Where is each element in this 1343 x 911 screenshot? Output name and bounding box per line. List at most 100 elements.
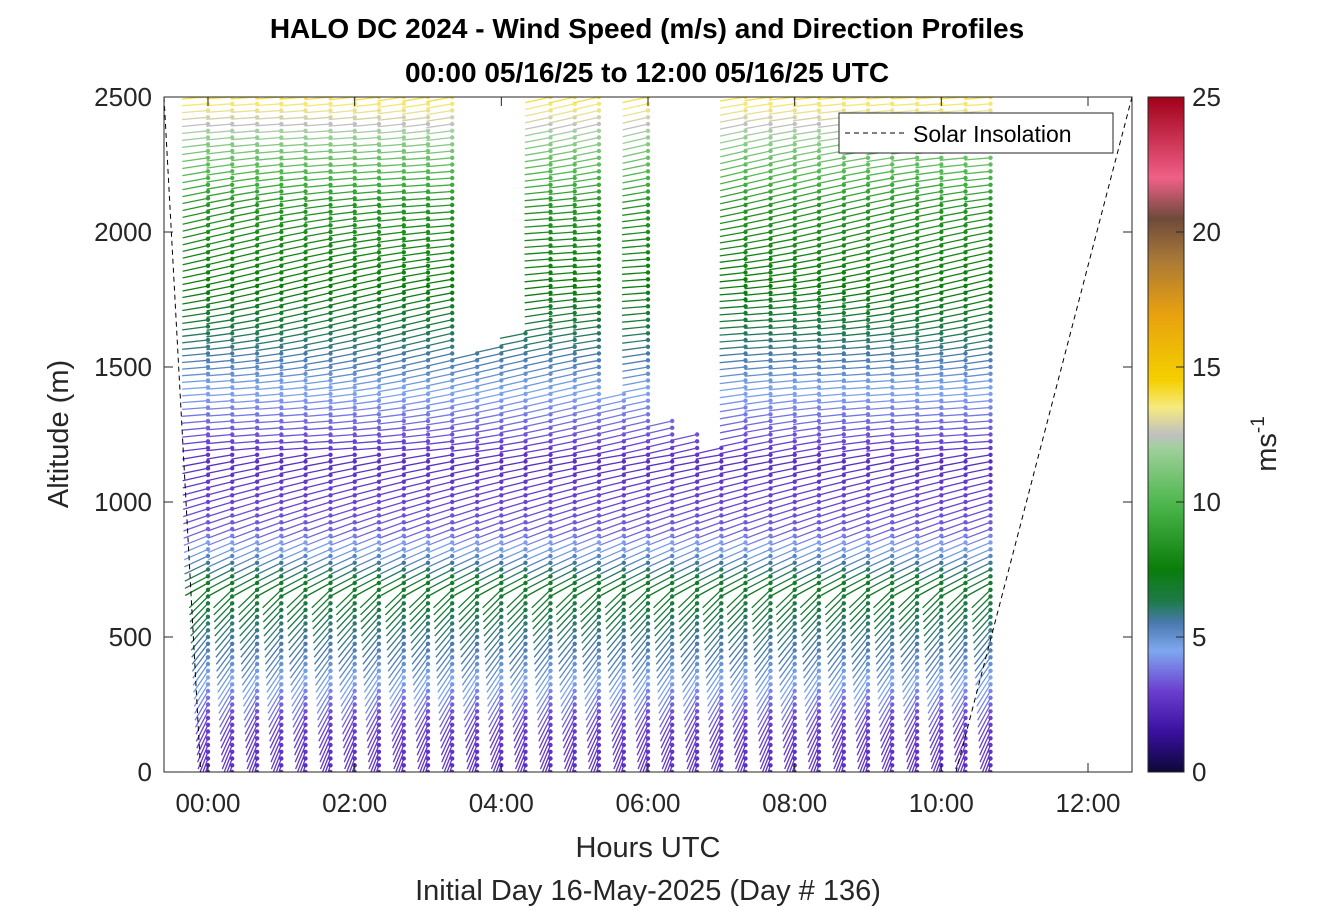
wind-arrow <box>673 575 698 589</box>
wind-arrow-head <box>596 540 602 545</box>
wind-arrow <box>802 650 820 672</box>
wind-arrow <box>622 204 649 210</box>
wind-arrow <box>255 433 282 438</box>
wind-arrow-head <box>792 695 797 700</box>
wind-arrow-head <box>523 594 528 599</box>
wind-arrow-head <box>865 560 871 565</box>
wind-arrow <box>340 690 356 714</box>
wind-arrow <box>807 724 820 749</box>
wind-arrow-head <box>425 533 431 538</box>
wind-arrow-head <box>328 682 333 687</box>
wind-arrow <box>744 244 771 251</box>
wind-arrow-head <box>792 553 797 559</box>
wind-arrow <box>353 379 380 386</box>
wind-arrow-head <box>376 290 382 295</box>
wind-arrow <box>426 190 453 194</box>
wind-arrow <box>524 109 551 117</box>
wind-arrow-head <box>303 655 308 660</box>
wind-arrow-head <box>865 614 871 619</box>
wind-arrow-head <box>645 682 651 687</box>
wind-arrow <box>378 494 404 503</box>
wind-arrow-head <box>743 574 748 579</box>
wind-arrow-head <box>205 175 211 181</box>
wind-arrow-head <box>548 277 553 282</box>
wind-arrow-head <box>328 668 333 673</box>
wind-arrow <box>427 541 453 554</box>
wind-arrow <box>352 150 379 154</box>
wind-arrow <box>279 406 306 411</box>
wind-arrow-head <box>205 601 211 606</box>
wind-arrow <box>707 697 722 721</box>
wind-arrow-head <box>841 607 846 613</box>
wind-arrow <box>573 508 600 518</box>
wind-arrow-head <box>694 695 700 700</box>
wind-arrow-head <box>548 344 553 349</box>
wind-arrow-head <box>328 182 333 187</box>
wind-arrow <box>206 481 233 489</box>
wind-arrow-head <box>279 607 284 613</box>
wind-arrow <box>768 312 795 316</box>
wind-arrow-head <box>376 567 382 572</box>
wind-arrow-head <box>205 310 211 316</box>
wind-arrow <box>795 568 820 582</box>
wind-arrow <box>362 643 380 665</box>
wind-arrow-head <box>841 634 846 640</box>
wind-arrow <box>355 562 380 575</box>
wind-arrow <box>549 501 575 511</box>
wind-arrow <box>622 116 649 124</box>
wind-arrow-head <box>328 594 333 599</box>
wind-arrow <box>507 616 526 637</box>
wind-arrow-head <box>450 439 455 444</box>
wind-arrow <box>705 663 722 686</box>
wind-arrow-head <box>816 466 822 471</box>
wind-arrow <box>536 683 552 707</box>
wind-arrow-head <box>328 223 333 228</box>
wind-arrow <box>403 535 429 546</box>
wind-arrow <box>721 541 746 554</box>
wind-arrow <box>335 596 356 616</box>
wind-arrow <box>573 332 599 338</box>
wind-arrow <box>623 528 649 539</box>
wind-arrow-head <box>376 763 382 768</box>
wind-arrow-head <box>523 452 528 457</box>
wind-arrow-head <box>425 628 431 633</box>
wind-arrow-head <box>743 601 748 606</box>
wind-arrow <box>702 589 722 609</box>
wind-arrow <box>759 744 772 770</box>
wind-arrow-head <box>743 412 748 417</box>
wind-arrow <box>635 710 649 735</box>
wind-arrow-head <box>376 547 382 552</box>
wind-arrow <box>624 562 649 575</box>
wind-arrow-head <box>376 769 382 772</box>
wind-arrow-head <box>694 466 700 471</box>
wind-arrow <box>844 562 869 575</box>
wind-arrow <box>818 278 844 285</box>
wind-arrow <box>378 514 405 525</box>
wind-arrow <box>524 231 551 235</box>
wind-arrow <box>386 629 405 651</box>
wind-arrow <box>426 271 453 278</box>
wind-arrow-head <box>743 142 748 147</box>
wind-arrow-head <box>572 547 577 552</box>
wind-arrow-head <box>254 209 260 214</box>
wind-arrow <box>364 677 380 700</box>
wind-arrow <box>339 663 356 686</box>
wind-arrow <box>817 352 844 357</box>
wind-arrow-head <box>230 628 235 633</box>
wind-arrow <box>745 521 771 532</box>
wind-arrow <box>659 710 673 735</box>
wind-arrow-head <box>792 263 797 268</box>
wind-arrow <box>255 224 282 232</box>
wind-arrow <box>304 406 331 411</box>
wind-arrow <box>548 224 575 228</box>
wind-arrow <box>719 305 746 309</box>
wind-arrow <box>314 650 332 672</box>
wind-arrow-head <box>645 709 651 714</box>
wind-arrow-head <box>425 560 431 565</box>
wind-arrow <box>426 150 453 155</box>
wind-arrow <box>575 562 600 575</box>
wind-arrow <box>313 643 332 665</box>
wind-arrow-head <box>596 142 602 147</box>
wind-arrow-head <box>670 749 675 754</box>
wind-arrow <box>744 406 771 412</box>
